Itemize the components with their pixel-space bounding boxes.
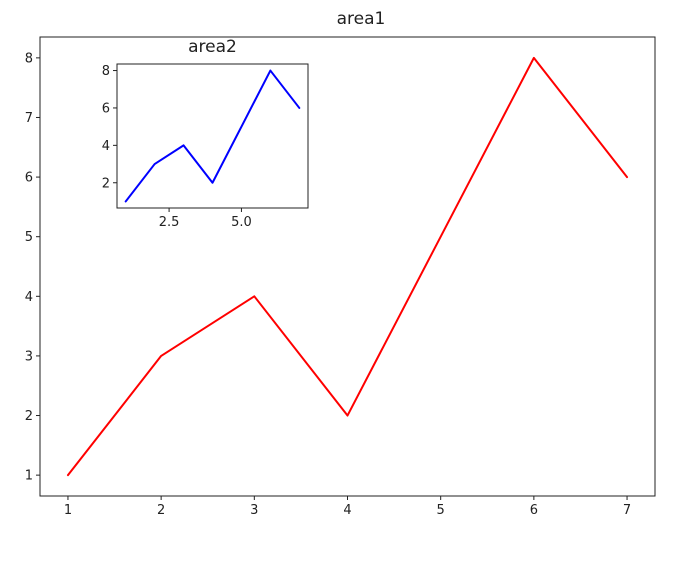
main-series-line-0: [66, 56, 629, 477]
inset-chart: area2 2.5 5.0 2 4 6 8: [102, 37, 309, 230]
main-x-tick-label: 5: [437, 503, 445, 518]
main-x-tick-label: 3: [250, 503, 258, 518]
main-y-tick-label: 4: [25, 290, 33, 305]
inset-plot-frame: [116, 63, 309, 209]
main-x-axis: 1 2 3 4 5 6 7: [64, 496, 631, 518]
main-chart-title: area1: [337, 9, 386, 29]
main-y-tick-label: 2: [25, 409, 33, 424]
inset-x-tick-label: 2.5: [159, 215, 180, 230]
main-y-axis: 1 2 3 4 5 6 7 8: [25, 51, 40, 484]
main-y-tick-label: 6: [25, 171, 33, 186]
inset-background: [117, 64, 308, 208]
inset-y-tick-label: 8: [102, 64, 110, 79]
main-x-tick-label: 7: [623, 503, 631, 518]
inset-y-tick-label: 4: [102, 139, 110, 154]
main-x-tick-label: 2: [157, 503, 165, 518]
main-y-tick-label: 7: [25, 111, 33, 126]
inset-y-tick-label: 2: [102, 176, 110, 191]
inset-y-axis: 2 4 6 8: [102, 64, 117, 191]
main-plot-frame: [39, 36, 656, 497]
main-y-tick-label: 1: [25, 469, 33, 484]
main-x-tick-label: 6: [530, 503, 538, 518]
inset-series-group: [124, 69, 301, 203]
inset-chart-title: area2: [188, 37, 237, 57]
main-y-tick-label: 3: [25, 349, 33, 364]
inset-y-tick-label: 6: [102, 101, 110, 116]
main-y-tick-label: 8: [25, 51, 33, 66]
inset-x-tick-label: 5.0: [231, 215, 252, 230]
main-chart: area1 1 2 3 4 5 6 7 1 2 3 4 5 6 7 8: [25, 9, 656, 518]
main-x-tick-label: 4: [343, 503, 351, 518]
inset-series-line-0: [124, 69, 301, 203]
main-x-tick-label: 1: [64, 503, 72, 518]
main-series-group: [66, 56, 629, 477]
inset-x-axis: 2.5 5.0: [159, 208, 252, 230]
main-y-tick-label: 5: [25, 230, 33, 245]
